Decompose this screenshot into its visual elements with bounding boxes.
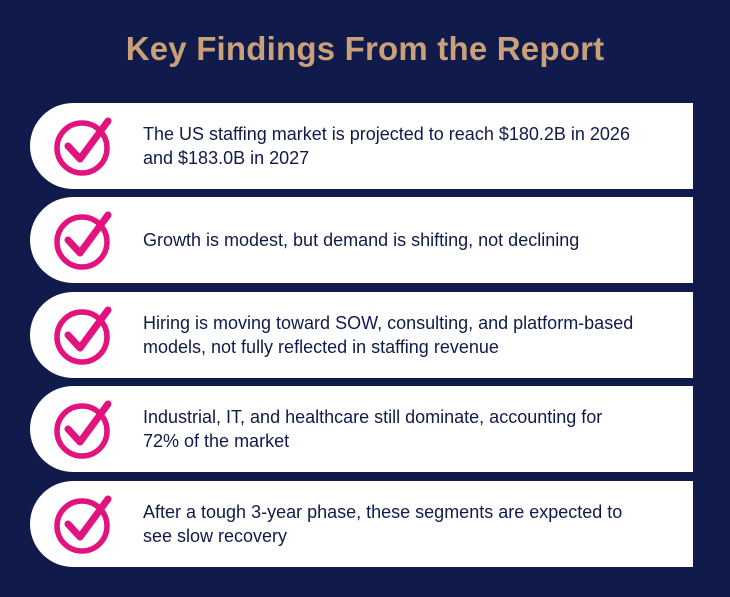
check-icon: [54, 306, 112, 365]
title: Key Findings From the Report: [125, 30, 605, 67]
check-icon: [54, 117, 112, 176]
finding-text: Hiring is moving toward SOW, consulting,…: [143, 313, 634, 357]
check-mark: [64, 495, 112, 541]
finding-text: Growth is modest, but demand is shifting…: [143, 230, 580, 250]
finding-card: Industrial, IT, and healthcare still dom…: [30, 386, 693, 472]
check-icon: [54, 400, 112, 459]
check-mark: [64, 117, 112, 163]
check-circle: [54, 498, 110, 554]
check-mark: [64, 211, 112, 257]
check-icon: [54, 495, 112, 554]
check-circle: [54, 120, 110, 176]
finding-text: The US staffing market is projected to r…: [143, 124, 630, 168]
check-icon: [54, 211, 112, 270]
finding-card: Growth is modest, but demand is shifting…: [30, 197, 693, 283]
check-circle: [54, 214, 110, 270]
finding-card: The US staffing market is projected to r…: [30, 103, 693, 189]
finding-card: Hiring is moving toward SOW, consulting,…: [30, 292, 693, 378]
check-circle: [54, 403, 110, 459]
check-mark: [64, 400, 112, 446]
check-mark: [64, 306, 112, 352]
finding-card: After a tough 3-year phase, these segmen…: [30, 481, 693, 567]
finding-text: After a tough 3-year phase, these segmen…: [143, 502, 623, 546]
finding-text: Industrial, IT, and healthcare still dom…: [143, 407, 603, 451]
check-circle: [54, 309, 110, 365]
